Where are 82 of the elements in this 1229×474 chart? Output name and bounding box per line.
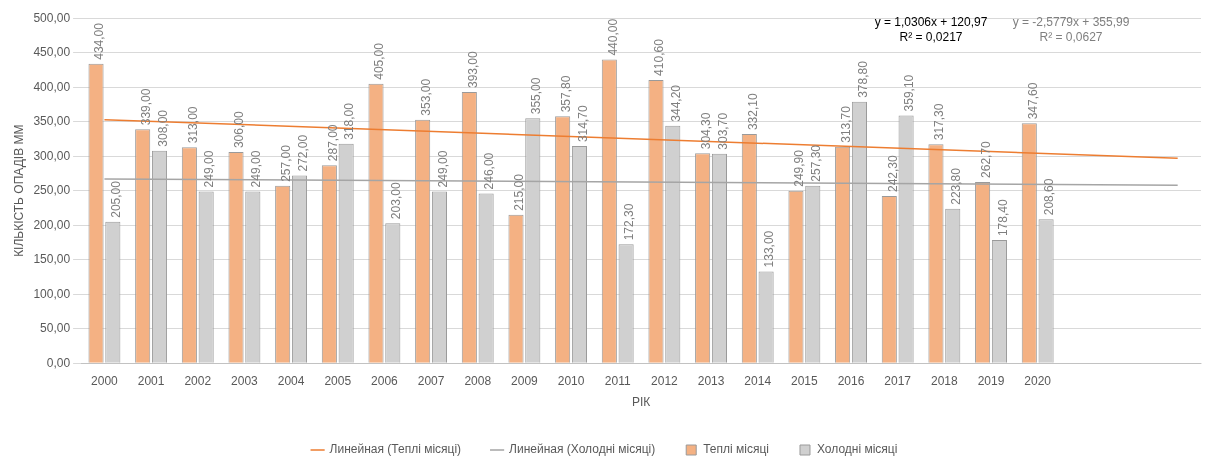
data-label: 332,10 — [745, 93, 760, 131]
x-tick-label: 2011 — [604, 373, 631, 388]
x-tick-label: 2016 — [837, 373, 865, 388]
y-tick-label: 300,00 — [33, 148, 71, 163]
data-label: 344,20 — [669, 84, 684, 122]
y-tick-label: 200,00 — [33, 217, 71, 232]
data-label: 440,00 — [605, 18, 620, 56]
y-tick-label: 50,00 — [40, 321, 71, 336]
data-label: 272,00 — [295, 134, 310, 172]
legend-label: Линейная (Теплі місяці) — [329, 442, 462, 457]
data-label: 242,30 — [885, 154, 900, 193]
x-tick-label: 2004 — [277, 373, 305, 388]
legend-label: Линейная (Холодні місяці) — [509, 442, 656, 457]
data-label: 303,70 — [715, 112, 730, 150]
data-label: 355,00 — [529, 77, 544, 115]
data-label: 339,00 — [139, 88, 154, 126]
y-tick-label: 0,00 — [46, 355, 71, 370]
data-label: 357,80 — [558, 75, 573, 113]
x-tick-label: 2006 — [371, 373, 399, 388]
x-tick-label: 2001 — [137, 373, 165, 388]
y-tick-label: 400,00 — [33, 79, 71, 94]
x-tick-label: 2003 — [231, 373, 259, 388]
x-tick-label: 2018 — [931, 373, 959, 388]
data-label: 223,80 — [949, 167, 964, 205]
data-label: 249,00 — [435, 150, 450, 188]
data-label: 262,70 — [978, 140, 993, 178]
data-label: 208,60 — [1042, 178, 1057, 216]
annotation: y = -2,5779x + 355,99 R² = 0,0627 — [1012, 14, 1130, 44]
data-label: 178,40 — [995, 199, 1010, 237]
x-tick-label: 2009 — [511, 373, 539, 388]
data-label: 314,70 — [575, 105, 590, 143]
data-label: 249,90 — [792, 149, 807, 187]
data-label: 172,30 — [622, 203, 637, 241]
data-label: 317,30 — [932, 103, 947, 141]
y-tick-label: 150,00 — [33, 252, 71, 267]
y-tick-label: 350,00 — [33, 114, 71, 129]
data-label: 347,60 — [1025, 82, 1040, 120]
data-label: 308,00 — [155, 109, 170, 147]
x-tick-label: 2008 — [464, 373, 492, 388]
legend-label: Холодні місяці — [816, 442, 898, 457]
annotation: y = 1,0306x + 120,97 R² = 0,0217 — [874, 14, 988, 44]
x-tick-label: 2017 — [884, 373, 912, 388]
data-label: 249,00 — [202, 150, 217, 188]
legend-label: Теплі місяці — [703, 442, 769, 457]
y-tick-label: 250,00 — [33, 183, 71, 198]
data-label: 306,00 — [232, 111, 247, 149]
data-label: 304,30 — [698, 112, 713, 150]
y-tick-label: 500,00 — [33, 10, 71, 25]
data-label: 313,00 — [185, 106, 200, 144]
data-label: 203,00 — [389, 182, 404, 220]
x-axis-title: РІК — [631, 395, 651, 410]
x-tick-label: 2000 — [91, 373, 119, 388]
x-tick-label: 2015 — [791, 373, 819, 388]
data-label: 359,10 — [902, 74, 917, 112]
data-label: 205,00 — [109, 180, 124, 218]
x-tick-label: 2020 — [1024, 373, 1052, 388]
x-tick-label: 2012 — [651, 373, 679, 388]
data-label: 318,00 — [342, 102, 357, 140]
x-tick-label: 2002 — [184, 373, 212, 388]
data-label: 215,00 — [512, 173, 527, 211]
x-tick-label: 2010 — [557, 373, 585, 388]
y-tick-label: 450,00 — [33, 45, 71, 60]
x-tick-label: 2005 — [324, 373, 352, 388]
y-axis-title: КІЛЬКІСТЬ ОПАДІВ ММ — [11, 124, 26, 257]
data-label: 378,80 — [855, 60, 870, 98]
data-label: 133,00 — [762, 230, 777, 268]
data-label: 246,00 — [482, 152, 497, 190]
data-label: 393,00 — [465, 51, 480, 89]
x-tick-label: 2019 — [977, 373, 1005, 388]
x-tick-label: 2014 — [744, 373, 772, 388]
data-label: 257,00 — [279, 144, 293, 182]
data-label: 434,00 — [92, 22, 107, 60]
data-label: 257,30 — [809, 144, 824, 182]
data-label: 313,70 — [838, 105, 853, 143]
data-label: 405,00 — [372, 42, 387, 80]
x-tick-label: 2013 — [697, 373, 725, 388]
data-label: 353,00 — [418, 78, 433, 116]
data-label: 287,00 — [325, 124, 340, 162]
data-label: 410,60 — [652, 38, 667, 76]
y-tick-label: 100,00 — [33, 286, 71, 301]
data-label: 249,00 — [249, 150, 264, 188]
x-tick-label: 2007 — [417, 373, 445, 388]
